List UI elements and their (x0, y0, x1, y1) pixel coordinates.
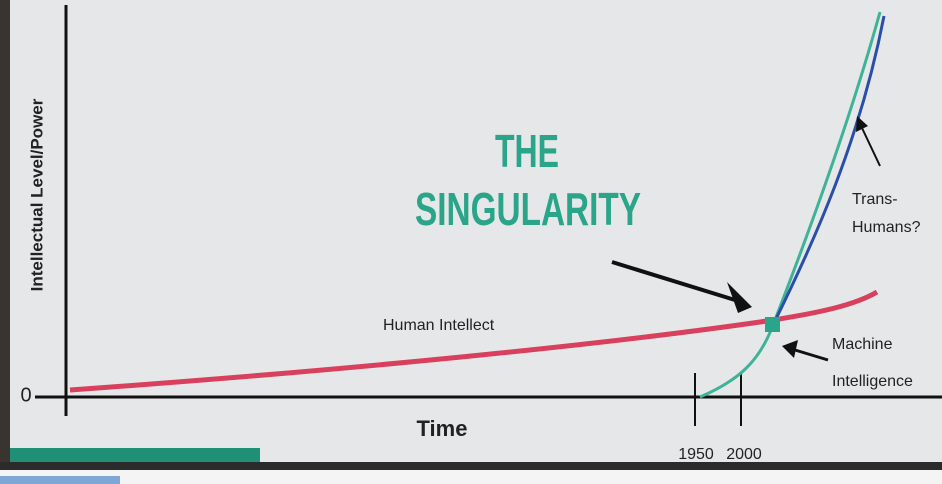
bottom-strip-accent (0, 476, 120, 484)
title-line: SINGULARITY (415, 183, 641, 235)
machine-label: Machine (832, 336, 893, 353)
trans-label: Humans? (852, 219, 921, 236)
progress-bar (10, 448, 260, 462)
title-line: THE (495, 125, 559, 177)
x-axis-label: Time (417, 416, 468, 441)
bottom-strip (0, 470, 942, 484)
page: THE SINGULARITY Intellectual Level/Power… (0, 0, 942, 484)
diagram: THE SINGULARITY Intellectual Level/Power… (0, 0, 942, 484)
singularity-point (765, 317, 780, 332)
left-photo-strip (0, 0, 10, 470)
machine-label: Intelligence (832, 373, 913, 390)
y-axis-label: Intellectual Level/Power (27, 98, 46, 291)
year-label: 1950 (678, 446, 714, 463)
background (0, 0, 942, 484)
human-label: Human Intellect (383, 317, 495, 334)
origin-label: 0 (20, 384, 31, 406)
trans-label: Trans- (852, 191, 898, 208)
year-label: 2000 (726, 446, 762, 463)
bottom-band (0, 462, 942, 470)
